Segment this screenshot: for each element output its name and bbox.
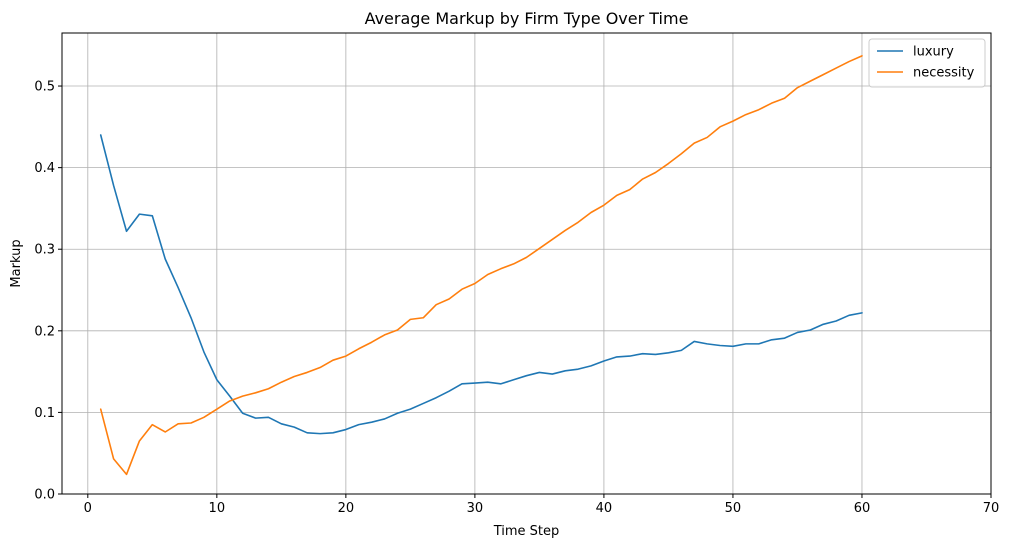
y-tick-label: 0.5: [34, 80, 55, 95]
x-axis-label: Time Step: [493, 524, 560, 539]
series-line-luxury: [99, 134, 863, 435]
x-tick-label: 20: [338, 501, 355, 516]
y-tick-label: 0.1: [34, 406, 55, 421]
legend-label-necessity: necessity: [913, 66, 975, 81]
x-tick-label: 70: [983, 501, 1000, 516]
y-axis-label: Markup: [9, 239, 24, 287]
grid: [62, 33, 992, 495]
x-tick-label: 40: [596, 501, 613, 516]
x-tick-label: 10: [209, 501, 226, 516]
y-tick-label: 0.0: [34, 488, 55, 503]
x-tick-label: 0: [84, 501, 92, 516]
x-tick-label: 30: [467, 501, 484, 516]
legend: luxury necessity: [868, 38, 986, 88]
legend-label-luxury: luxury: [913, 45, 954, 60]
chart-title: Average Markup by Firm Type Over Time: [365, 9, 689, 28]
axis-ticks: 0 10 20 30 40 50 60 70 0.0 0.1 0.2 0.3 0.4 0.5: [34, 80, 999, 516]
y-tick-label: 0.4: [34, 161, 55, 176]
x-tick-label: 50: [725, 501, 742, 516]
x-tick-label: 60: [854, 501, 871, 516]
y-tick-label: 0.3: [34, 243, 55, 258]
plot-frame: [61, 32, 992, 495]
y-tick-label: 0.2: [34, 324, 55, 339]
series-layer: [99, 55, 863, 476]
series-line-necessity: [99, 55, 863, 476]
